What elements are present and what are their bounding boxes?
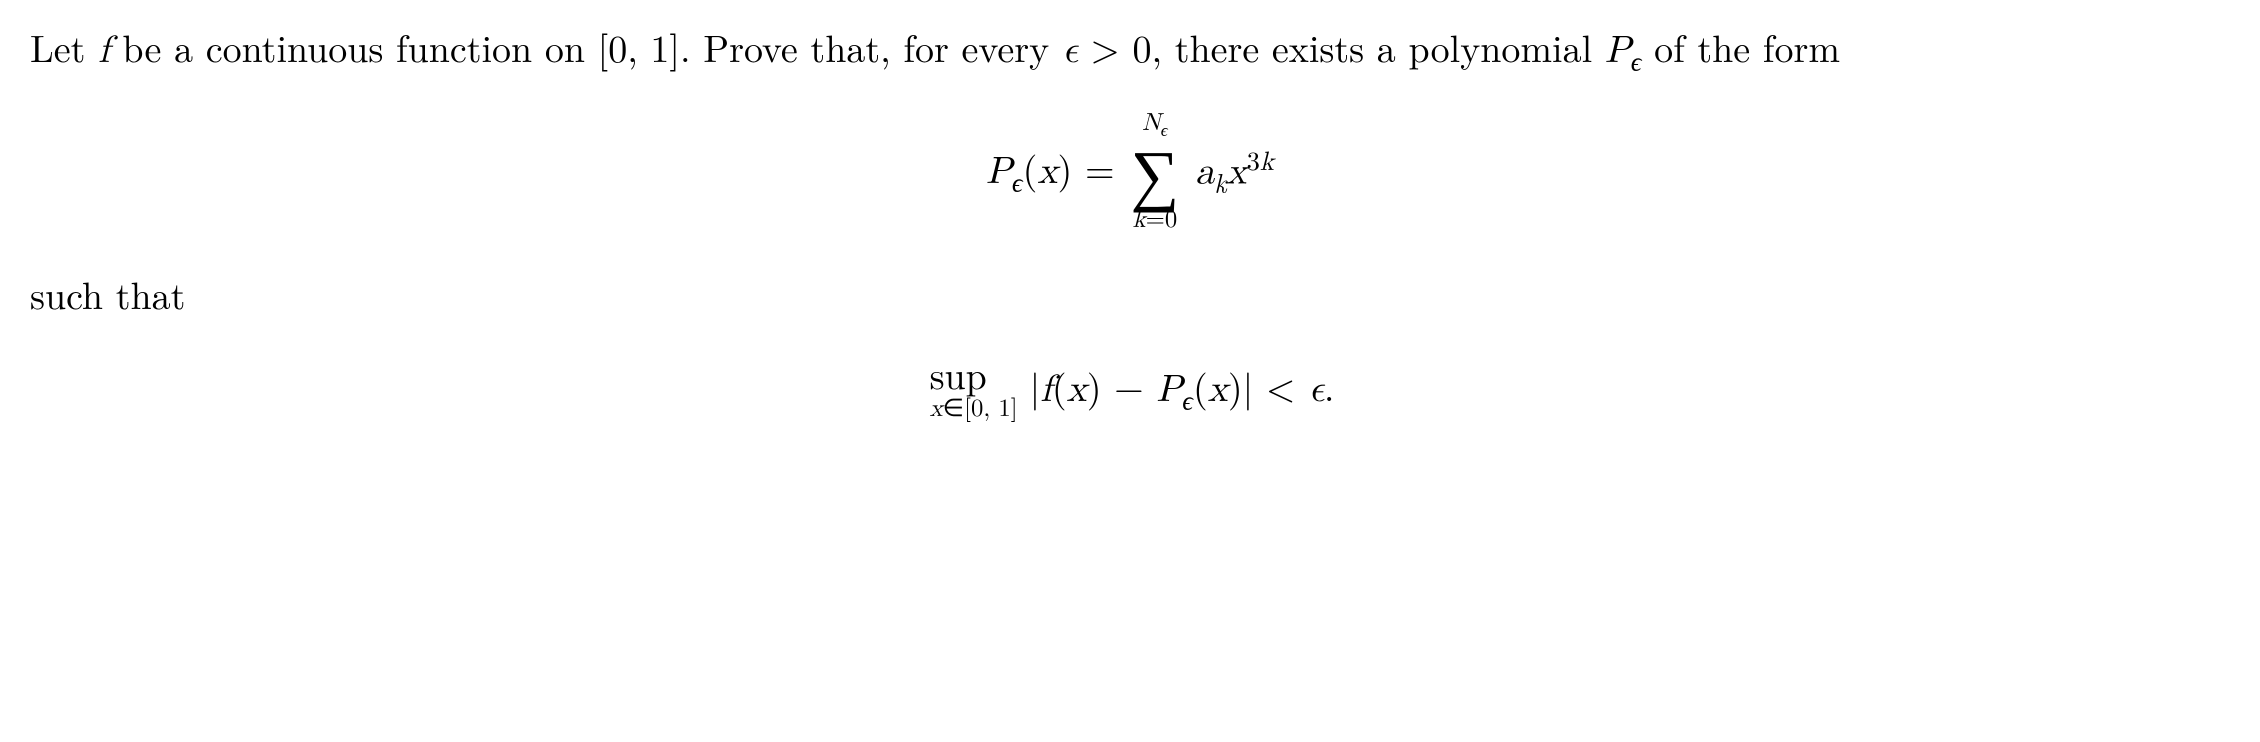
text-such-that: such that	[30, 267, 185, 321]
eq1-wrap: Pϵ(x) = Nϵ ∑ k=0 akx3k	[986, 109, 1274, 232]
eq2-x2: x	[1208, 371, 1228, 409]
eq2-close2: )	[1228, 359, 1243, 413]
paragraph-1: Let f be a continuous function on [0, 1]…	[30, 20, 2230, 79]
text-let: Let	[30, 20, 98, 74]
eq2-lt: <	[1253, 359, 1308, 413]
sub-epsilon: ϵ	[1631, 41, 1642, 79]
such-that-line: such that	[30, 267, 2230, 322]
eq1-a: a	[1195, 154, 1214, 192]
eq2-wrap: sup x∈[0, 1] |f(x) − Pϵ(x)| < ϵ.	[926, 355, 1335, 422]
eq1-P-sub: ϵ	[1012, 162, 1023, 200]
eq1-rhs: akx3k	[1195, 140, 1274, 201]
eq2-sup: sup	[930, 355, 987, 393]
eq2-f: f	[1040, 371, 1052, 409]
equation-2: sup x∈[0, 1] |f(x) − Pϵ(x)| < ϵ.	[30, 347, 2230, 422]
var-P: P	[1605, 32, 1631, 70]
eq1-sum: Nϵ ∑ k=0	[1131, 109, 1180, 232]
eq2-body: |f(x) − Pϵ(x)| < ϵ.	[1030, 359, 1335, 418]
eq2-open2: (	[1193, 359, 1208, 413]
eq1-sum-bottom: k=0	[1133, 206, 1178, 233]
eq2-P-sub: ϵ	[1182, 380, 1193, 418]
var-f: f	[98, 32, 110, 70]
eq1-x: x	[1037, 153, 1057, 191]
sum-bot-k: k	[1133, 207, 1146, 232]
eq1-exp3: 3	[1247, 140, 1260, 178]
eq1-x2: x	[1227, 154, 1247, 192]
eq2-open1: (	[1052, 359, 1067, 413]
text-exists: exists a polynomial	[1272, 20, 1605, 74]
eq1-expk: k	[1260, 150, 1274, 176]
eq1-sigma: ∑	[1131, 141, 1180, 199]
eq2-dot: .	[1324, 359, 1335, 413]
eq2-sup-domain: x∈[0, 1]	[930, 395, 1018, 422]
eq2-sup-block: sup x∈[0, 1]	[930, 355, 1018, 422]
eq2-close1: ) −	[1087, 359, 1157, 413]
sup-x: x	[930, 396, 943, 421]
eq1-close-eq: ) =	[1058, 141, 1115, 195]
eq1-lhs: Pϵ(x) =	[986, 141, 1115, 200]
eq1-exp: 3k	[1247, 140, 1274, 178]
eq1-a-sub: k	[1214, 163, 1226, 201]
eq2-eps: ϵ	[1308, 371, 1324, 409]
var-epsilon: ϵ	[1062, 32, 1078, 70]
text-continuous: be a continuous function on [0, 1]. Prov…	[110, 20, 1062, 74]
sum-bot-eq0: =0	[1146, 200, 1178, 235]
eq1-P: P	[986, 153, 1012, 191]
eq2-x1: x	[1067, 371, 1087, 409]
sup-in: ∈[0, 1]	[943, 389, 1018, 424]
eq2-bar2: |	[1243, 359, 1254, 413]
text-of-form: of the form	[1641, 20, 1840, 74]
eq2-P: P	[1156, 371, 1182, 409]
eq1-open: (	[1023, 141, 1038, 195]
eq2-bar1: |	[1030, 359, 1041, 413]
text-gt0: > 0, there	[1078, 20, 1260, 74]
equation-1: Pϵ(x) = Nϵ ∑ k=0 akx3k	[30, 109, 2230, 232]
